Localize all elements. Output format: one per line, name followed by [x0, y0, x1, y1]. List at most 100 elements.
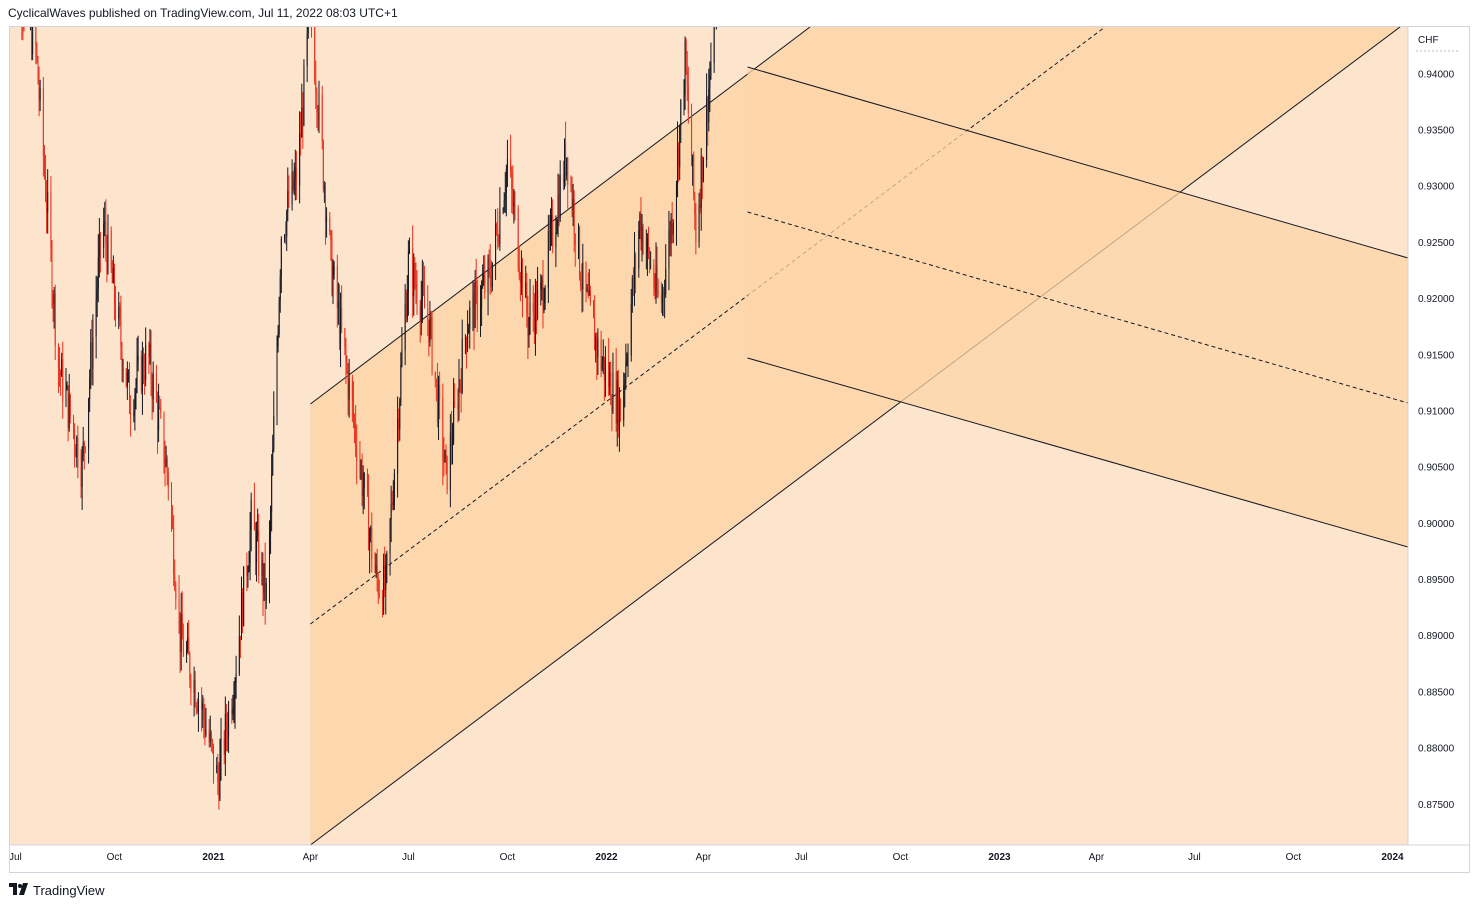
- price-tick-label: 0.91000: [1418, 406, 1455, 417]
- candle-body: [517, 207, 519, 268]
- candle: [443, 437, 445, 477]
- candle-body: [179, 612, 181, 653]
- candle: [691, 103, 693, 167]
- candle-body: [80, 468, 82, 487]
- candle: [195, 702, 197, 715]
- candle: [134, 388, 136, 431]
- candle-body: [95, 299, 97, 337]
- candle-body: [670, 217, 672, 243]
- candle-body: [588, 290, 590, 296]
- candle-body: [129, 371, 131, 414]
- candle-body: [609, 372, 611, 387]
- candle: [503, 192, 505, 213]
- candle-body: [52, 299, 54, 306]
- candle-body: [608, 361, 610, 387]
- candle: [692, 154, 694, 186]
- candle-body: [256, 536, 258, 563]
- candle: [89, 369, 91, 412]
- chart-frame[interactable]: CHF0.870000.875000.880000.885000.890000.…: [9, 26, 1470, 873]
- candle: [650, 251, 652, 270]
- candle-body: [110, 230, 112, 269]
- candle: [92, 314, 94, 386]
- candle: [52, 289, 54, 322]
- candle: [496, 222, 498, 236]
- candle: [175, 581, 177, 610]
- candle: [489, 243, 491, 295]
- candle: [537, 267, 539, 321]
- candle: [80, 449, 82, 499]
- candle: [709, 61, 711, 113]
- candle: [611, 394, 613, 432]
- candle: [698, 192, 700, 248]
- candle: [506, 139, 508, 187]
- candle-body: [99, 233, 101, 249]
- candle: [144, 353, 146, 395]
- price-tick-label: 0.88500: [1418, 687, 1455, 698]
- candle: [133, 399, 135, 423]
- candle: [120, 295, 122, 360]
- candle: [231, 698, 233, 724]
- candle-body: [408, 248, 410, 253]
- candle: [527, 295, 529, 360]
- candle-body: [172, 517, 174, 527]
- candle: [303, 59, 305, 127]
- candle-body: [679, 125, 681, 168]
- candle-body: [163, 412, 165, 465]
- price-chart[interactable]: CHF0.870000.875000.880000.885000.890000.…: [10, 27, 1469, 872]
- candle: [468, 323, 470, 334]
- candle-body: [540, 282, 542, 290]
- candle: [573, 190, 575, 253]
- candle-body: [412, 248, 414, 297]
- candle: [647, 226, 649, 260]
- candle-body: [53, 293, 55, 306]
- candle: [247, 565, 249, 588]
- candle-body: [272, 449, 274, 475]
- candle: [68, 373, 70, 432]
- candle: [38, 66, 40, 117]
- candle: [376, 548, 378, 592]
- candle: [338, 284, 340, 350]
- candle-body: [424, 290, 426, 309]
- time-tick-label: 2024: [1381, 852, 1404, 863]
- candle-body: [533, 312, 535, 334]
- candle-body: [120, 317, 122, 346]
- candle: [686, 50, 688, 101]
- candle-body: [234, 683, 236, 706]
- candle-body: [268, 534, 270, 584]
- candle-body: [577, 227, 579, 246]
- candle-body: [496, 223, 498, 229]
- candle: [446, 455, 448, 495]
- candle-body: [646, 238, 648, 252]
- candle-body: [355, 422, 357, 444]
- candle: [450, 411, 452, 465]
- candle-body: [709, 75, 711, 89]
- candle: [474, 269, 476, 329]
- candle: [430, 310, 432, 340]
- candle-body: [148, 344, 150, 357]
- currency-label: CHF: [1418, 35, 1439, 46]
- candle-body: [60, 372, 62, 377]
- candle: [150, 330, 152, 397]
- candle: [95, 275, 97, 359]
- candle: [324, 182, 326, 245]
- candle-body: [286, 211, 288, 237]
- candle: [220, 717, 222, 781]
- candle: [76, 435, 78, 468]
- candle-body: [453, 401, 455, 443]
- candle: [653, 259, 655, 296]
- candle-body: [316, 92, 318, 113]
- candle: [126, 361, 128, 400]
- candle: [504, 171, 506, 214]
- candle-body: [61, 359, 63, 377]
- candle-body: [623, 385, 625, 421]
- candle-body: [443, 460, 445, 462]
- candle-body: [484, 274, 486, 293]
- candle-body: [329, 217, 331, 232]
- candle: [389, 517, 391, 576]
- candle: [351, 374, 353, 422]
- candle-body: [612, 372, 614, 412]
- candle: [113, 263, 115, 321]
- candle-body: [528, 319, 530, 337]
- candle: [472, 280, 474, 332]
- candle: [291, 159, 293, 211]
